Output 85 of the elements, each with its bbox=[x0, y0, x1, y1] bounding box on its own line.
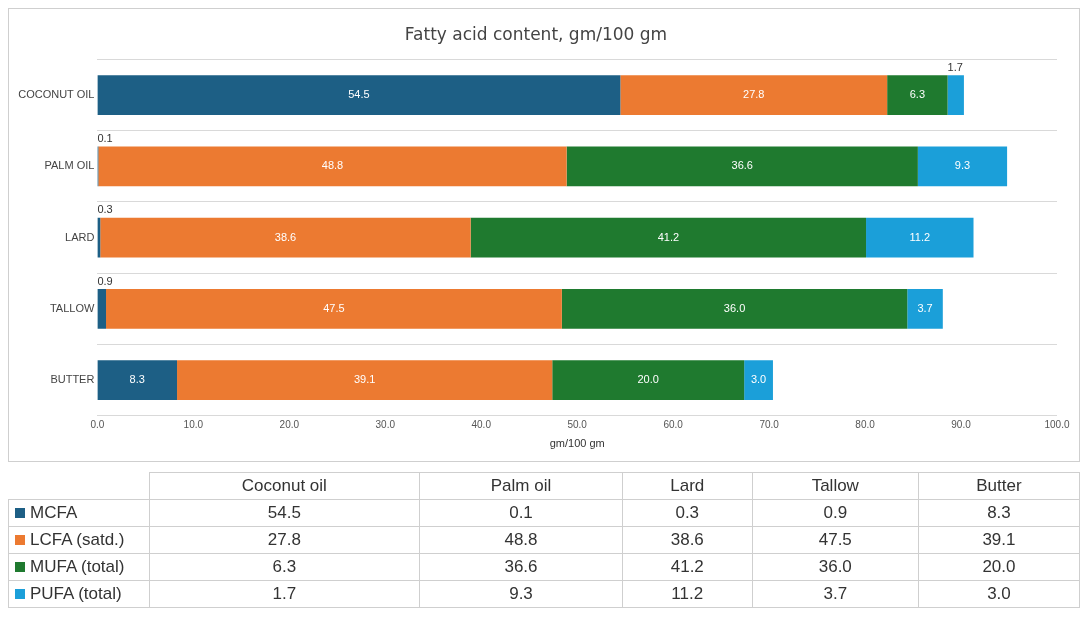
bar bbox=[887, 75, 948, 115]
data-label: 20.0 bbox=[637, 373, 659, 386]
data-label: 8.3 bbox=[129, 373, 145, 386]
bar bbox=[470, 217, 867, 258]
bar bbox=[947, 75, 964, 115]
text: 36.0 bbox=[818, 557, 852, 576]
data-label: 9.3 bbox=[954, 159, 971, 172]
data-label: 27.8 bbox=[743, 88, 765, 101]
text: 48.8 bbox=[504, 530, 538, 549]
text: 3.0 bbox=[987, 584, 1011, 603]
bar bbox=[744, 360, 773, 401]
text: Lard bbox=[622, 472, 753, 500]
y-tick-label: TALLOW bbox=[49, 301, 95, 314]
data-label: 3.0 bbox=[750, 373, 767, 386]
text: 0.3 bbox=[675, 503, 700, 522]
x-tick-label: 60.0 bbox=[663, 418, 684, 430]
bar bbox=[97, 288, 107, 329]
bar bbox=[100, 217, 471, 258]
bar bbox=[177, 360, 553, 401]
legend-label: LCFA (satd.) bbox=[8, 526, 149, 554]
y-tick-label: BUTTER bbox=[50, 373, 95, 386]
chart-title: Fatty acid content, gm/100 gm bbox=[404, 23, 668, 44]
bar bbox=[97, 360, 178, 401]
data-label: 6.3 bbox=[909, 88, 926, 101]
bar bbox=[98, 146, 567, 187]
x-tick-label: 10.0 bbox=[183, 418, 204, 430]
data-label: 54.5 bbox=[348, 88, 370, 101]
x-axis-title: gm/100 gm bbox=[549, 437, 605, 450]
data-label: 39.1 bbox=[353, 373, 376, 386]
x-tick-label: 50.0 bbox=[567, 418, 588, 430]
bar bbox=[907, 288, 943, 329]
text: Palm oil bbox=[419, 472, 623, 500]
text: 1.7 bbox=[272, 584, 297, 603]
data-label: 48.8 bbox=[321, 159, 344, 172]
text: 0.1 bbox=[509, 503, 533, 522]
x-tick-label: 80.0 bbox=[855, 418, 876, 430]
x-tick-label: 90.0 bbox=[951, 418, 972, 430]
bar bbox=[917, 146, 1008, 187]
x-tick-label: 70.0 bbox=[759, 418, 780, 430]
text: Tallow bbox=[752, 472, 919, 500]
data-label: 47.5 bbox=[323, 301, 345, 314]
text: 3.7 bbox=[823, 584, 848, 603]
x-tick-label: 20.0 bbox=[279, 418, 300, 430]
text: 54.5 bbox=[267, 503, 301, 522]
data-label: 11.2 bbox=[909, 230, 931, 243]
data-label: 36.0 bbox=[723, 301, 746, 314]
text: 11.2 bbox=[671, 584, 704, 603]
data-label: 41.2 bbox=[657, 230, 680, 243]
y-tick-label: COCONUT OIL bbox=[18, 88, 95, 101]
bar bbox=[106, 288, 562, 329]
data-label: 38.6 bbox=[274, 230, 297, 243]
text: Butter bbox=[918, 472, 1080, 500]
text: 0.9 bbox=[823, 503, 848, 522]
legend-label: MCFA bbox=[8, 499, 149, 527]
text: 47.5 bbox=[818, 530, 852, 549]
data-label: 0.1 bbox=[97, 131, 113, 144]
data-label: 3.7 bbox=[917, 301, 933, 314]
text: 6.3 bbox=[272, 557, 297, 576]
bar bbox=[97, 75, 621, 115]
data-label: 0.9 bbox=[97, 274, 113, 287]
text: 36.6 bbox=[504, 557, 538, 576]
x-tick-label: 40.0 bbox=[471, 418, 492, 430]
text: Coconut oil bbox=[149, 472, 420, 500]
text: 8.3 bbox=[987, 503, 1011, 522]
data-label: 36.6 bbox=[731, 159, 753, 172]
data-label: 1.7 bbox=[947, 60, 963, 73]
text: 27.8 bbox=[267, 530, 301, 549]
text: 38.6 bbox=[670, 530, 704, 549]
text: 41.2 bbox=[670, 557, 704, 576]
bar bbox=[566, 146, 918, 187]
y-tick-label: LARD bbox=[65, 230, 95, 243]
bar bbox=[620, 75, 888, 115]
bar bbox=[866, 217, 974, 258]
x-tick-label: 30.0 bbox=[375, 418, 396, 430]
bar bbox=[552, 360, 745, 401]
x-tick-label: 0.0 bbox=[90, 418, 105, 430]
text: 39.1 bbox=[982, 530, 1016, 549]
text: 9.3 bbox=[509, 584, 533, 603]
x-tick-label: 100.0 bbox=[1044, 418, 1070, 430]
legend-label: MUFA (total) bbox=[8, 553, 149, 581]
text: 20.0 bbox=[982, 557, 1016, 576]
legend-label: PUFA (total) bbox=[8, 580, 149, 608]
data-label: 0.3 bbox=[97, 203, 113, 216]
y-tick-label: PALM OIL bbox=[44, 159, 95, 172]
bar bbox=[561, 288, 908, 329]
